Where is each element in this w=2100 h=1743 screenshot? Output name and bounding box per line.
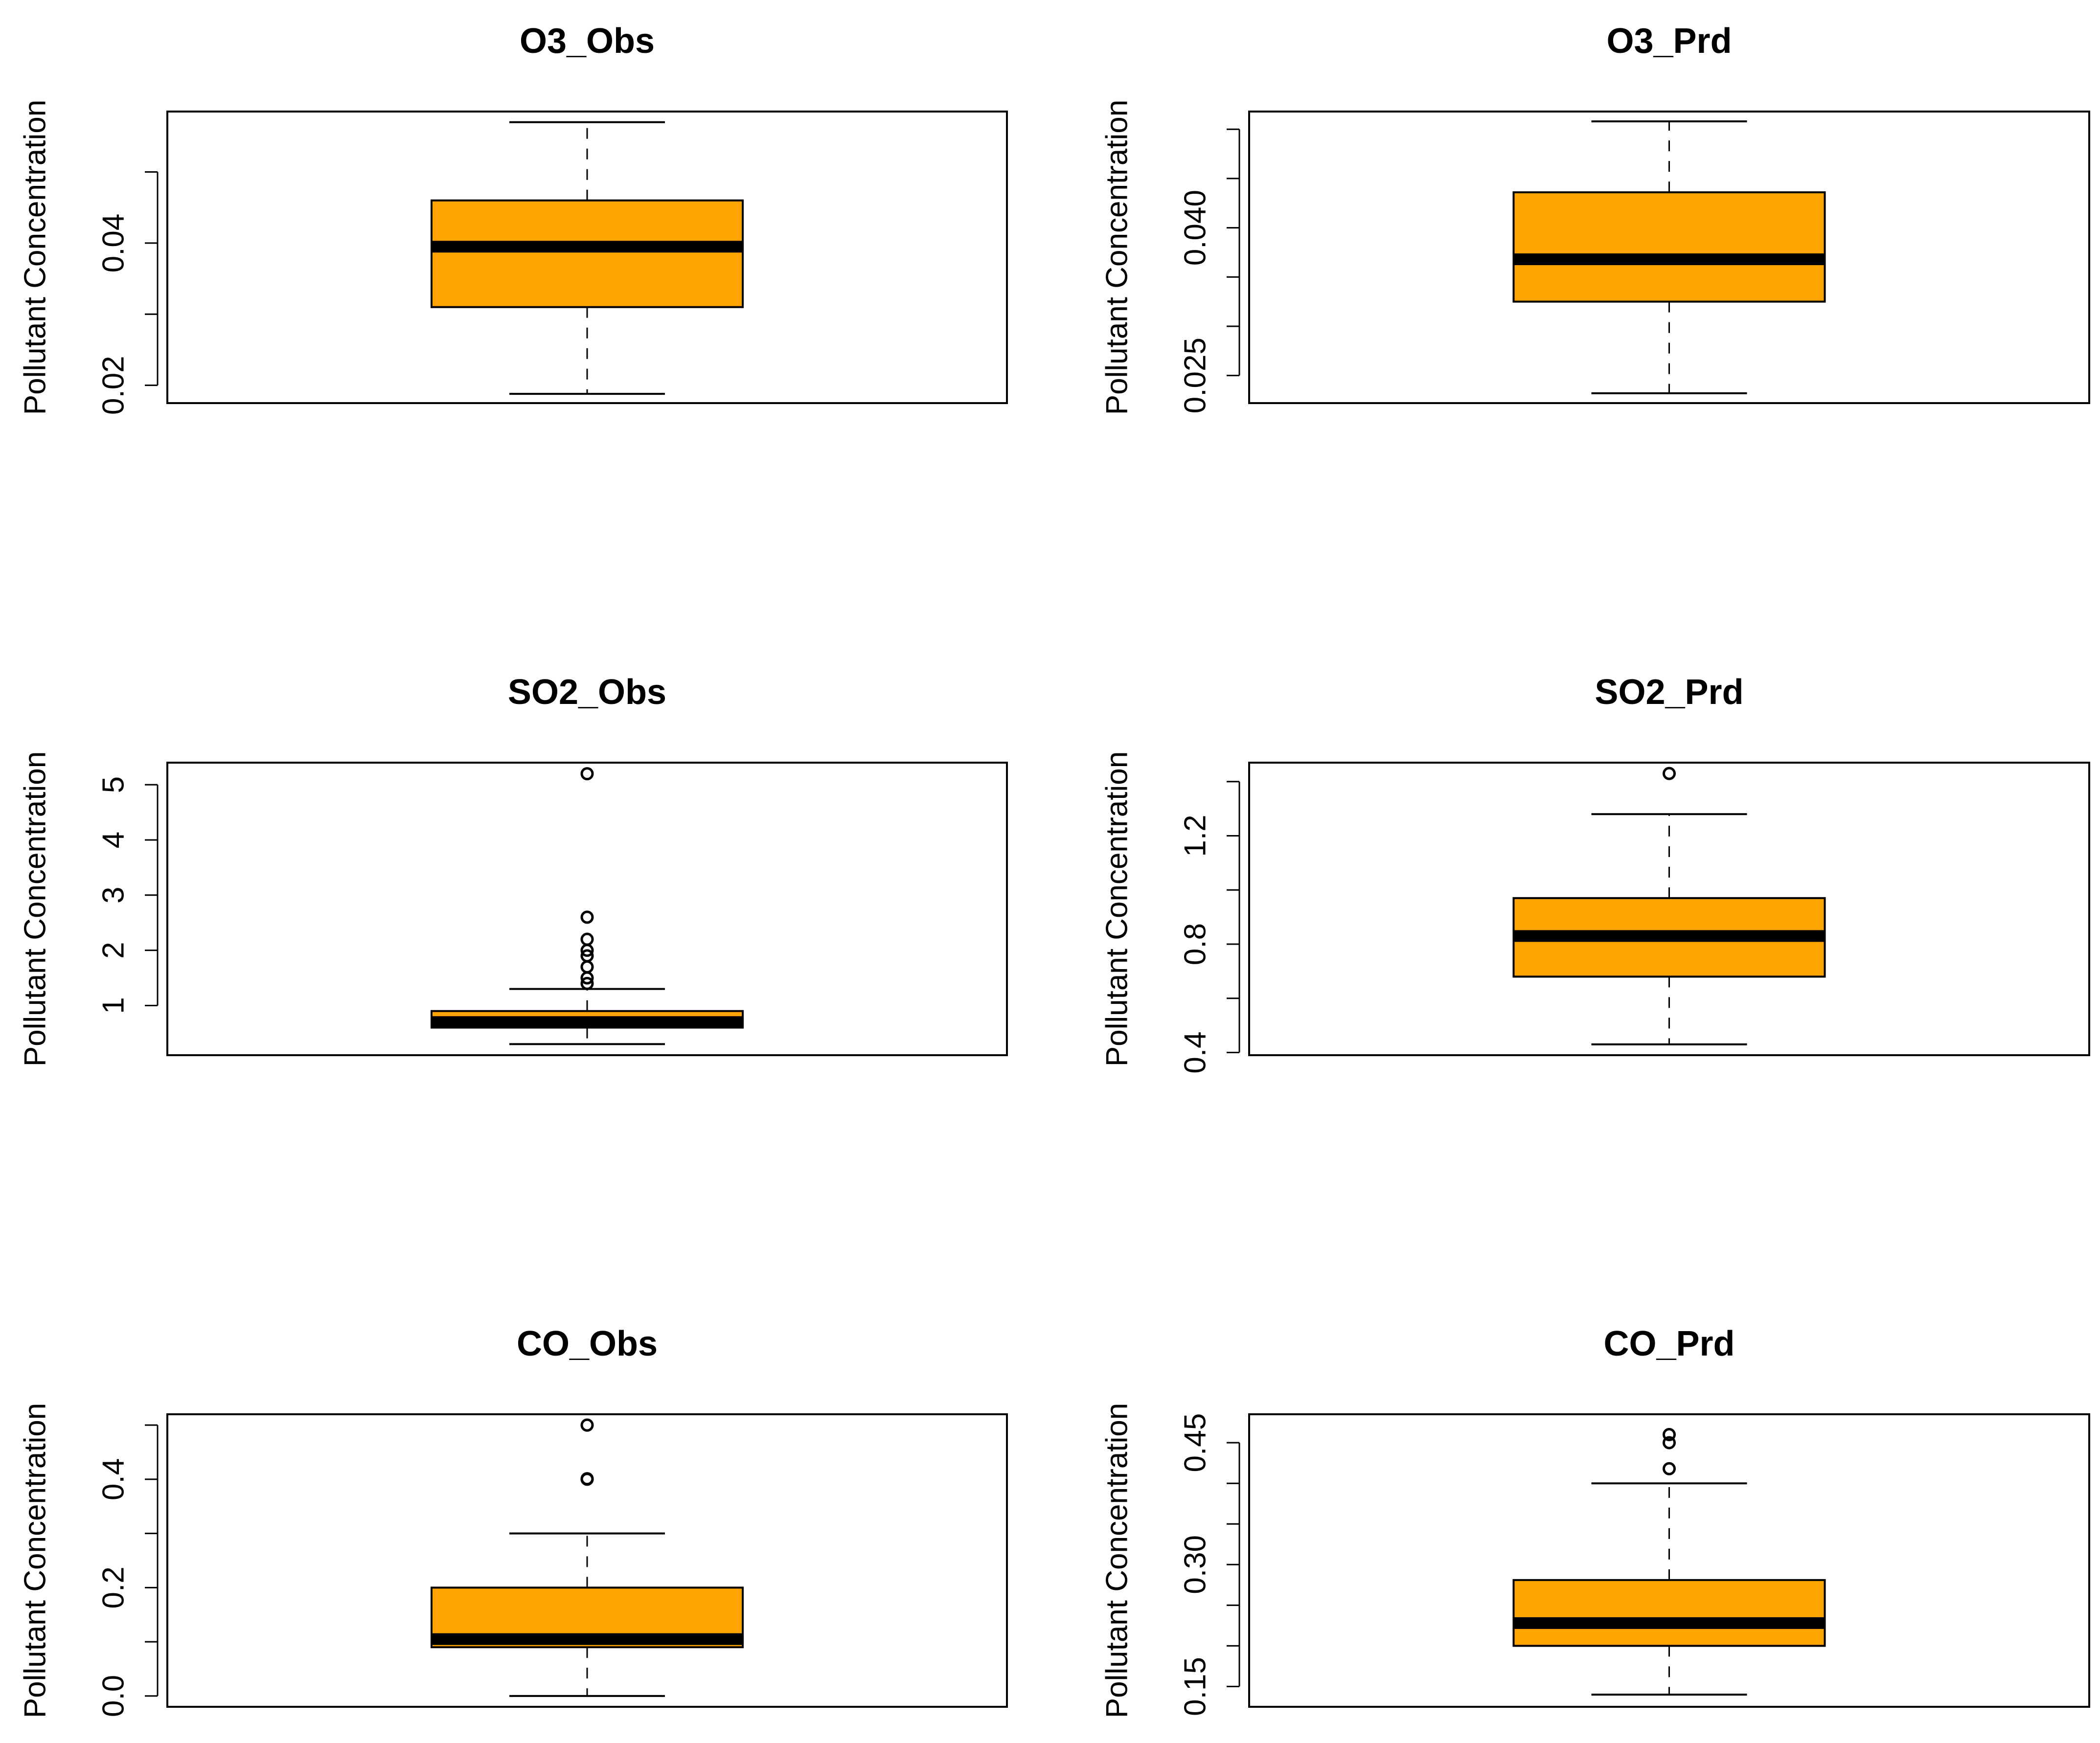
plot-frame [166, 1413, 1008, 1708]
outlier-point [580, 960, 594, 973]
y-tick-label: 0.8 [1179, 923, 1212, 965]
outlier-point [580, 767, 594, 781]
plot-frame [1248, 1413, 2090, 1708]
panel-title: CO_Prd [1603, 1324, 1735, 1363]
panel-title: O3_Obs [520, 22, 655, 61]
plot-frame [166, 762, 1008, 1056]
y-tick-label: 0.04 [97, 214, 131, 273]
plot-frame [1248, 762, 2090, 1056]
panel-so2-prd: SO2_Prd Pollutant Concentration 0.4 0.8 1.2 [1100, 673, 2090, 1074]
y-tick-label: 0.025 [1179, 338, 1212, 413]
y-tick-label: 0.2 [97, 1566, 131, 1608]
panel-so2-obs: SO2_Obs Pollutant Concentration 1 2 3 4 5 [19, 673, 1008, 1067]
panel-title: O3_Prd [1606, 22, 1732, 61]
iqr-box [1512, 1579, 1826, 1647]
y-tick-label: 0.4 [97, 1458, 131, 1500]
panel-co-obs: CO_Obs Pollutant Concentration 0.0 0.2 0.4 [19, 1324, 1008, 1719]
outlier-point [580, 949, 594, 963]
y-tick-label: 1 [97, 997, 131, 1014]
y-tick-label: 2 [97, 942, 131, 958]
iqr-box [431, 199, 744, 308]
panel-title: SO2_Prd [1595, 673, 1743, 712]
panel-o3-obs: O3_Obs Pollutant Concentration 0.02 0.04 [19, 22, 1008, 415]
y-axis-label: Pollutant Concentration [1100, 751, 1134, 1067]
y-axis-label: Pollutant Concentration [1100, 1403, 1134, 1719]
y-axis-label: Pollutant Concentration [1100, 100, 1134, 415]
outlier-point [580, 1472, 594, 1486]
plot-frame [166, 111, 1008, 404]
y-tick-label: 0.4 [1179, 1031, 1212, 1073]
outlier-point [1663, 1462, 1676, 1475]
outlier-point [580, 932, 594, 946]
y-tick-label: 0.040 [1179, 190, 1212, 266]
y-tick-label: 5 [97, 776, 131, 793]
y-axis-label: Pollutant Concentration [19, 751, 52, 1067]
outlier-point [1663, 1428, 1676, 1442]
y-axis-label: Pollutant Concentration [19, 100, 52, 415]
y-tick-label: 0.02 [97, 356, 131, 415]
y-tick-label: 0.30 [1179, 1535, 1212, 1594]
iqr-box [1512, 191, 1826, 303]
panel-title: SO2_Obs [508, 673, 666, 712]
y-tick-label: 3 [97, 887, 131, 904]
outlier-point [1663, 1436, 1676, 1449]
outlier-point [580, 910, 594, 924]
outlier-point [1663, 767, 1676, 780]
y-tick-label: 0.45 [1179, 1413, 1212, 1472]
panel-o3-prd: O3_Prd Pollutant Concentration 0.025 0.040 [1100, 22, 2090, 415]
plot-frame [1248, 111, 2090, 404]
y-tick-label: 1.2 [1179, 815, 1212, 857]
panel-title: CO_Obs [517, 1324, 658, 1363]
outlier-point [580, 976, 594, 990]
y-tick-label: 0.0 [97, 1675, 131, 1717]
y-tick-label: 4 [97, 832, 131, 848]
y-axis-label: Pollutant Concentration [19, 1403, 52, 1719]
y-tick-label: 0.15 [1179, 1657, 1212, 1716]
panel-co-prd: CO_Prd Pollutant Concentration 0.15 0.30 0.4… [1100, 1324, 2090, 1718]
outlier-point [580, 1418, 594, 1432]
